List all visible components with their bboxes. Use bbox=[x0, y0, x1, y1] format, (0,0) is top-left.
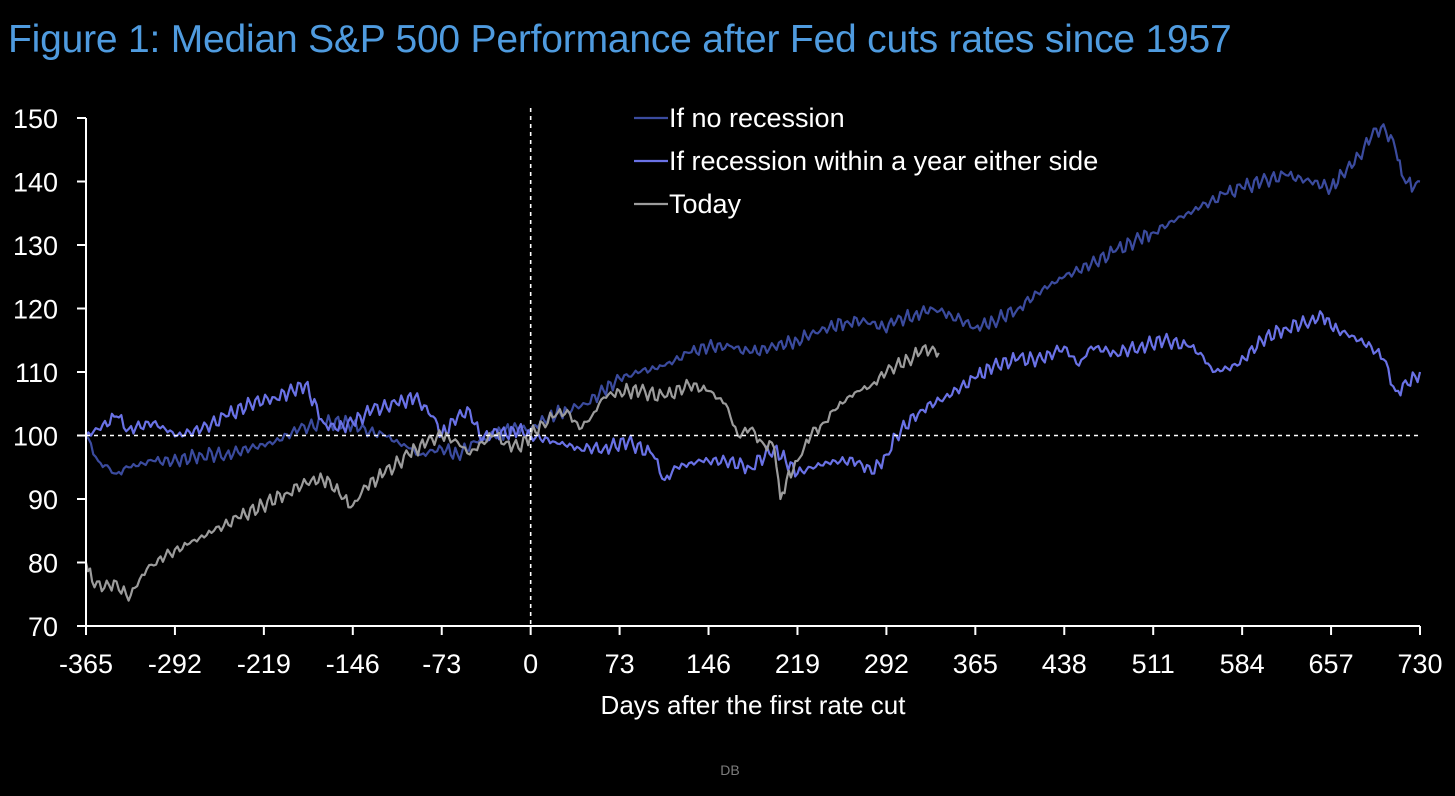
x-tick-label: 438 bbox=[1042, 649, 1087, 679]
legend: If no recession If recession within a yea… bbox=[634, 103, 1098, 219]
y-tick-label: 100 bbox=[13, 422, 58, 452]
x-tick-label: 365 bbox=[953, 649, 998, 679]
x-tick-label: 219 bbox=[775, 649, 820, 679]
legend-label: Today bbox=[669, 189, 742, 219]
series-lines bbox=[84, 123, 1422, 602]
x-tick-label: -292 bbox=[148, 649, 202, 679]
y-tick-label: 70 bbox=[28, 612, 58, 642]
x-tick-label: -365 bbox=[59, 649, 113, 679]
x-tick-label: 73 bbox=[605, 649, 635, 679]
chart-title: Figure 1: Median S&P 500 Performance aft… bbox=[8, 18, 1232, 61]
y-tick-label: 140 bbox=[13, 168, 58, 198]
x-tick-label: 657 bbox=[1309, 649, 1354, 679]
legend-label: If recession within a year either side bbox=[669, 146, 1098, 176]
series-line-0 bbox=[85, 123, 1421, 476]
x-tick-label: 146 bbox=[686, 649, 731, 679]
x-tick-label: 292 bbox=[864, 649, 909, 679]
x-tick-label: -73 bbox=[422, 649, 461, 679]
axes: 70 80 90 100 110 120 130 140 150 -365 -292 -219 -146… bbox=[13, 104, 1443, 679]
x-tick-label: -219 bbox=[237, 649, 291, 679]
x-tick-label: 584 bbox=[1220, 649, 1265, 679]
series-line-2 bbox=[84, 344, 940, 602]
reference-lines bbox=[86, 108, 1420, 626]
y-tick-label: 110 bbox=[15, 358, 58, 388]
x-tick-label: 0 bbox=[523, 649, 538, 679]
y-tick-label: 130 bbox=[13, 231, 58, 261]
y-tick-label: 150 bbox=[13, 104, 58, 134]
y-tick-label: 90 bbox=[28, 485, 58, 515]
y-tick-label: 80 bbox=[28, 549, 58, 579]
x-axis-label: Days after the first rate cut bbox=[601, 690, 907, 720]
x-tick-label: 511 bbox=[1132, 649, 1175, 679]
x-tick-label: 730 bbox=[1397, 649, 1442, 679]
series-line-1 bbox=[85, 310, 1422, 482]
x-tick-label: -146 bbox=[326, 649, 380, 679]
y-tick-label: 120 bbox=[13, 295, 58, 325]
legend-label: If no recession bbox=[669, 103, 845, 133]
source-label: DB bbox=[720, 762, 740, 778]
